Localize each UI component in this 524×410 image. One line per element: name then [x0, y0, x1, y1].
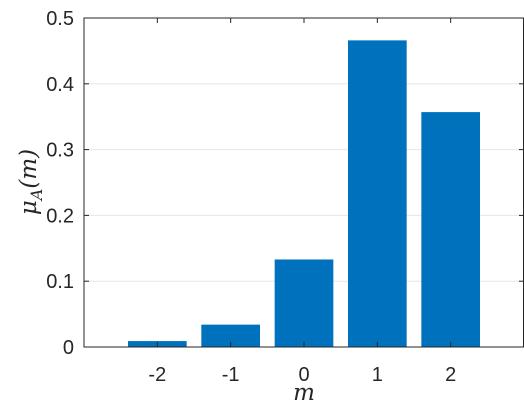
y-axis-label: μA(m): [16, 149, 46, 215]
bars: [128, 40, 480, 348]
y-axis-label-argument: (m): [16, 149, 42, 189]
y-tick-label: 0.1: [46, 271, 74, 293]
bar: [274, 259, 334, 347]
y-ticks: 0 0.1 0.2 0.3 0.4 0.5: [46, 8, 524, 359]
y-axis-label-base: μ: [16, 200, 42, 215]
y-tick-label: 0.3: [46, 140, 74, 162]
x-tick-label: -2: [148, 364, 166, 386]
bar: [421, 112, 480, 348]
x-ticks: -2 -1 0 1 2: [148, 18, 456, 386]
x-tick-label: 1: [372, 364, 383, 386]
bar: [201, 324, 260, 347]
x-tick-label: 0: [298, 364, 309, 386]
x-tick-label: 2: [445, 364, 456, 386]
y-tick-label: 0: [63, 337, 74, 359]
y-tick-label: 0.5: [46, 8, 74, 30]
y-tick-label: 0.4: [46, 74, 74, 96]
y-tick-label: 0.2: [46, 205, 74, 227]
x-axis-label: m: [293, 380, 315, 406]
x-tick-label: -1: [222, 364, 240, 386]
y-axis-label-subscript: A: [27, 189, 46, 203]
bar: [348, 40, 407, 347]
